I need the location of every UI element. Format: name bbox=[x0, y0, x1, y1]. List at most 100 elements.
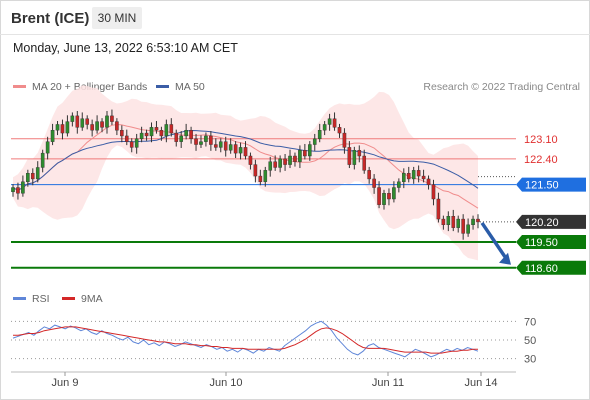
candle-body bbox=[253, 164, 258, 177]
candle-body bbox=[154, 127, 159, 131]
bollinger-band-area bbox=[13, 85, 478, 261]
candle-body bbox=[21, 181, 25, 194]
rsi-legend-swatch bbox=[13, 297, 26, 300]
level-tag-121.50 bbox=[516, 177, 586, 192]
level-label-119.50: 119.50 bbox=[525, 237, 558, 249]
credit-text: Research © 2022 Trading Central bbox=[423, 81, 580, 93]
candle-body bbox=[228, 144, 233, 151]
candle-body bbox=[100, 121, 104, 128]
x-tick-label-Jun-9: Jun 9 bbox=[52, 377, 79, 389]
candle-body bbox=[377, 187, 381, 205]
rsi-axis-label-70: 70 bbox=[524, 316, 536, 328]
candle-body bbox=[332, 118, 337, 128]
candle-body bbox=[456, 218, 461, 228]
candle-body bbox=[372, 178, 376, 188]
candle-body bbox=[312, 138, 317, 145]
candle-body bbox=[164, 124, 169, 137]
candle-body bbox=[115, 121, 119, 131]
candle-body bbox=[110, 115, 114, 122]
candle-body bbox=[26, 172, 30, 182]
rsi-line bbox=[12, 320, 479, 358]
x-tick-label-Jun-11: Jun 11 bbox=[372, 377, 404, 389]
candle-body bbox=[159, 129, 164, 137]
candle-body bbox=[60, 124, 65, 134]
candle-body bbox=[288, 155, 292, 165]
candle-body bbox=[298, 150, 302, 162]
candle-body bbox=[199, 141, 203, 145]
forecast-arrow-head bbox=[499, 252, 511, 265]
rsi-ma-line bbox=[13, 326, 478, 354]
rsi-ma-legend-label: 9MA bbox=[81, 293, 103, 305]
candle-body bbox=[30, 172, 35, 180]
candle-body bbox=[124, 135, 129, 142]
timestamp: Monday, June 13, 2022 6:53:10 AM CET bbox=[13, 41, 238, 55]
candle-body bbox=[258, 175, 263, 182]
candle-body bbox=[70, 115, 75, 122]
candle-body bbox=[446, 215, 451, 225]
level-tag-120.20 bbox=[516, 214, 586, 229]
candle-body bbox=[194, 138, 198, 145]
candle-body bbox=[471, 218, 475, 225]
candle-body bbox=[401, 172, 406, 182]
candle-body bbox=[382, 193, 386, 205]
candle-body bbox=[268, 161, 273, 171]
rsi-legend-label: RSI bbox=[32, 293, 50, 305]
level-label-122.40: 122.40 bbox=[524, 154, 558, 166]
candle-body bbox=[238, 147, 243, 154]
candle-body bbox=[293, 155, 297, 162]
candle-body bbox=[466, 224, 470, 234]
candle-body bbox=[342, 132, 347, 148]
candle-body bbox=[411, 170, 416, 180]
candle-body bbox=[441, 218, 446, 225]
candle-body bbox=[129, 141, 134, 148]
candle-body bbox=[189, 129, 193, 139]
candle-body bbox=[80, 118, 85, 128]
candle-body bbox=[283, 158, 287, 165]
candle-body bbox=[278, 158, 282, 168]
candle-body bbox=[139, 132, 144, 139]
candle-body bbox=[16, 187, 20, 194]
candle-body bbox=[149, 127, 154, 137]
candle-body bbox=[327, 118, 332, 125]
candle-body bbox=[65, 121, 70, 134]
candle-body bbox=[174, 132, 179, 142]
candle-body bbox=[461, 218, 465, 234]
header-bar: Brent (ICE) 30 MIN bbox=[0, 0, 590, 35]
candle-body bbox=[397, 181, 401, 188]
candle-body bbox=[40, 152, 45, 168]
candle-body bbox=[357, 150, 362, 157]
candle-body bbox=[337, 127, 342, 134]
ma20-legend-swatch bbox=[13, 85, 26, 88]
candle-body bbox=[233, 144, 238, 154]
candle-body bbox=[169, 124, 174, 134]
candle-body bbox=[416, 170, 421, 177]
ma50-legend-label: MA 50 bbox=[175, 81, 205, 93]
candle-body bbox=[387, 193, 391, 200]
candle-body bbox=[476, 218, 480, 223]
candle-body bbox=[352, 150, 357, 165]
candle-body bbox=[273, 161, 277, 168]
level-label-123.10: 123.10 bbox=[524, 134, 558, 146]
candle-body bbox=[134, 138, 139, 148]
rsi-ma-legend-swatch bbox=[62, 297, 75, 300]
candle-body bbox=[85, 118, 90, 125]
candle-body bbox=[95, 121, 99, 131]
candle-body bbox=[263, 170, 268, 182]
candle-body bbox=[317, 129, 322, 139]
candle-body bbox=[144, 132, 149, 137]
candle-body bbox=[184, 129, 188, 137]
candle-body bbox=[367, 170, 371, 180]
candle-body bbox=[90, 124, 94, 131]
candle-body bbox=[426, 178, 431, 185]
candle-body bbox=[431, 184, 436, 200]
candle-body bbox=[392, 187, 396, 200]
candles bbox=[11, 109, 480, 240]
rsi-axis-label-30: 30 bbox=[524, 354, 536, 366]
level-tag-119.50 bbox=[516, 235, 586, 249]
ma50-legend-swatch bbox=[156, 85, 169, 88]
candle-body bbox=[347, 147, 352, 165]
candle-body bbox=[179, 135, 183, 142]
timeframe-badge[interactable]: 30 MIN bbox=[92, 7, 142, 29]
candle-body bbox=[105, 115, 109, 128]
